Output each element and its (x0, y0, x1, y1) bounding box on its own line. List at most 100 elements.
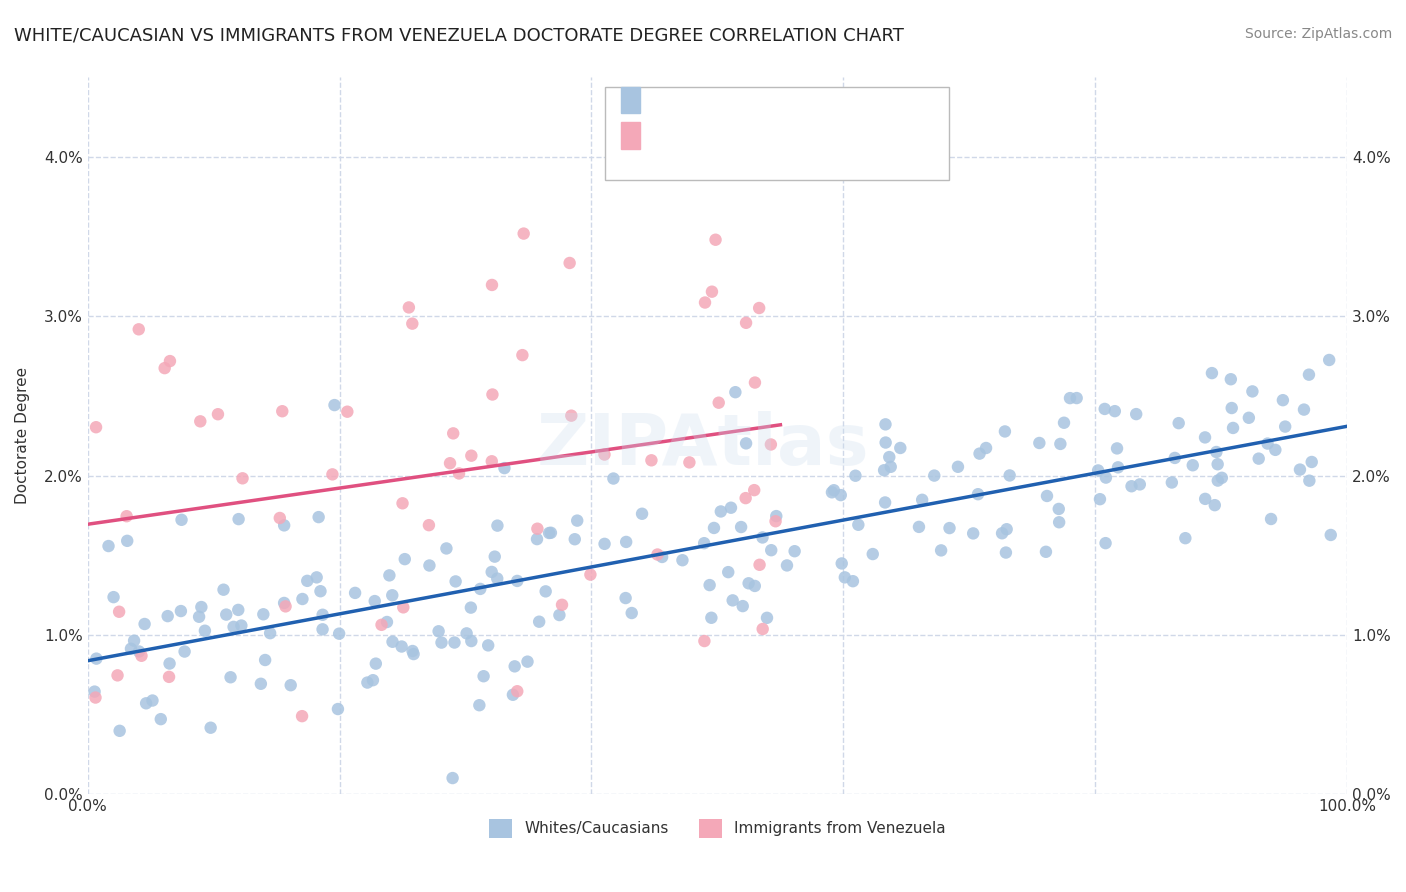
Point (831, 557, 853, 571)
Point (321, 467, 343, 482)
Point (503, 659, 526, 673)
Point (1053, 416, 1076, 430)
Point (765, 509, 787, 524)
Point (107, 668, 129, 682)
Point (748, 301, 770, 315)
Point (721, 593, 744, 607)
Point (1047, 502, 1070, 516)
Point (274, 599, 297, 614)
Point (1205, 445, 1227, 459)
Text: ZIPAtlas: ZIPAtlas (537, 411, 869, 481)
Point (135, 696, 157, 710)
Point (84, 690, 107, 705)
Point (269, 511, 291, 525)
Point (994, 545, 1017, 559)
Point (1129, 477, 1152, 491)
Point (759, 437, 782, 451)
Point (1088, 492, 1111, 507)
Point (311, 623, 333, 637)
Point (309, 584, 332, 599)
Point (700, 285, 723, 299)
Point (735, 316, 758, 330)
Point (443, 635, 465, 649)
Point (1121, 479, 1143, 493)
Point (1219, 372, 1241, 386)
Point (1247, 451, 1270, 466)
Point (875, 495, 897, 509)
Point (1094, 536, 1116, 550)
Point (1271, 393, 1294, 408)
Point (593, 537, 616, 551)
Point (477, 639, 499, 653)
Point (821, 485, 844, 500)
Point (1292, 402, 1315, 417)
Point (326, 702, 349, 716)
Point (911, 492, 934, 507)
Point (991, 526, 1014, 541)
Point (1174, 531, 1197, 545)
Text: 0.604: 0.604 (693, 103, 741, 118)
Point (671, 553, 693, 567)
Text: N =: N = (752, 103, 786, 118)
Point (250, 677, 273, 691)
Point (439, 456, 461, 470)
Point (212, 582, 235, 597)
Point (447, 467, 470, 481)
Point (1274, 419, 1296, 434)
Point (720, 500, 742, 515)
Point (551, 598, 574, 612)
Point (1201, 366, 1223, 380)
Point (742, 483, 765, 497)
Point (737, 576, 759, 591)
Point (1241, 384, 1264, 399)
Point (1036, 489, 1059, 503)
Point (328, 626, 350, 640)
Point (401, 644, 423, 658)
Point (1047, 515, 1070, 529)
Point (84, 420, 107, 434)
Point (724, 385, 747, 400)
Point (502, 688, 524, 702)
Text: R =: R = (647, 103, 681, 118)
Point (734, 491, 756, 505)
Point (908, 520, 931, 534)
Point (311, 607, 333, 622)
Text: 58: 58 (799, 138, 820, 153)
Point (361, 673, 384, 688)
Point (481, 454, 503, 468)
Point (707, 395, 730, 409)
Point (381, 588, 404, 602)
Point (108, 723, 131, 738)
Point (254, 653, 277, 667)
Point (468, 698, 491, 713)
Point (97, 539, 120, 553)
Point (494, 461, 516, 475)
Point (1264, 442, 1286, 457)
Point (1181, 458, 1204, 473)
Point (962, 526, 984, 541)
Point (460, 449, 482, 463)
Point (370, 617, 392, 632)
Point (1298, 368, 1320, 382)
Text: R =: R = (647, 138, 685, 153)
Point (364, 657, 387, 671)
Point (486, 572, 509, 586)
Point (880, 459, 903, 474)
Point (131, 648, 153, 663)
Point (157, 670, 180, 684)
Point (744, 579, 766, 593)
Point (1204, 498, 1226, 512)
Point (344, 586, 367, 600)
Point (481, 387, 503, 401)
Point (456, 626, 478, 640)
Point (441, 426, 464, 441)
Point (744, 376, 766, 390)
Point (207, 407, 229, 421)
Point (153, 361, 176, 376)
Point (1104, 404, 1126, 418)
Point (1066, 391, 1088, 405)
Point (558, 256, 581, 270)
Point (1194, 430, 1216, 444)
Point (969, 447, 991, 461)
Point (540, 525, 562, 540)
